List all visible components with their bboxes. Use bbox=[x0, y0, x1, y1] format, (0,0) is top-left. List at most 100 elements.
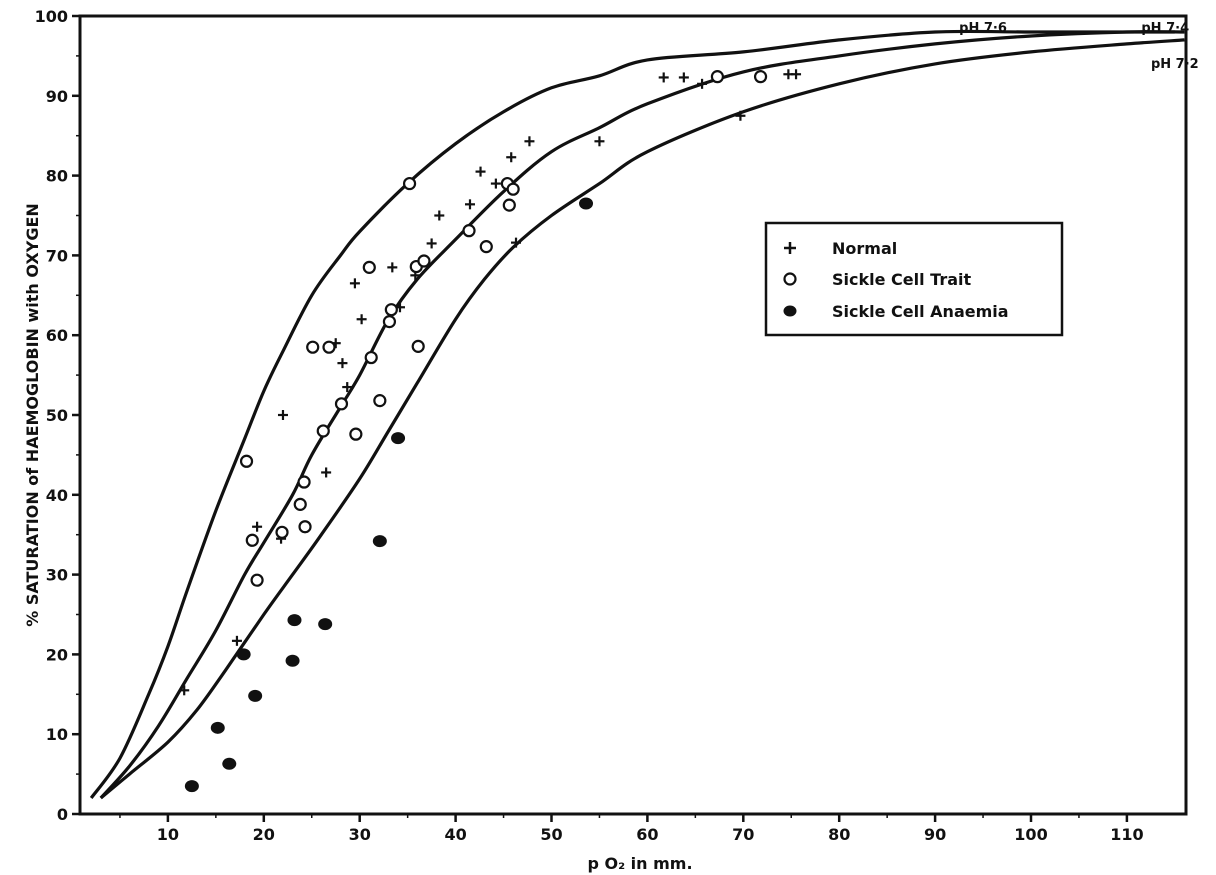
legend-box bbox=[764, 221, 1064, 337]
curve-label: pH 7·2 bbox=[1151, 57, 1199, 72]
x-tick-label: 10 bbox=[157, 825, 179, 844]
normal-point bbox=[475, 166, 486, 177]
x-tick-label: 20 bbox=[253, 825, 275, 844]
y-tick-label: 100 bbox=[35, 7, 68, 26]
x-tick-label: 90 bbox=[924, 825, 946, 844]
sickle-trait-point bbox=[479, 240, 493, 254]
sickle-anaemia-point bbox=[579, 197, 594, 210]
x-tick-label: 70 bbox=[732, 825, 754, 844]
sickle-trait-point bbox=[364, 350, 378, 365]
normal-point bbox=[506, 152, 517, 163]
legend-label-sickle-cell-trait: Sickle Cell Trait bbox=[832, 270, 972, 289]
normal-point bbox=[678, 72, 689, 83]
x-tick-label: 60 bbox=[636, 825, 658, 844]
normal-point bbox=[231, 635, 242, 646]
normal-point bbox=[524, 136, 535, 147]
normal-point bbox=[735, 110, 746, 121]
x-tick-label: 30 bbox=[349, 825, 371, 844]
sickle-trait-point bbox=[349, 427, 363, 441]
curve-line-1 bbox=[89, 29, 1175, 799]
sickle-trait-point bbox=[506, 182, 520, 196]
sickle-trait-point bbox=[382, 315, 397, 329]
legend-label-sickle-cell-anaemia: Sickle Cell Anaemia bbox=[832, 302, 1009, 321]
sickle-anaemia-point bbox=[391, 432, 406, 445]
y-tick-label: 10 bbox=[46, 725, 68, 744]
sickle-trait-point bbox=[710, 70, 725, 84]
sickle-anaemia-point bbox=[248, 689, 263, 702]
y-tick-label: 70 bbox=[46, 246, 68, 265]
y-tick-label: 20 bbox=[46, 645, 68, 664]
sickle-trait-point bbox=[502, 198, 516, 212]
normal-point bbox=[321, 467, 332, 478]
sickle-anaemia-point bbox=[236, 648, 251, 661]
normal-point bbox=[490, 178, 501, 189]
sickle-trait-point bbox=[753, 70, 768, 84]
legend-marker-sickle-cell-anaemia bbox=[783, 305, 797, 317]
normal-point bbox=[791, 69, 802, 80]
sickle-trait-point bbox=[316, 424, 330, 438]
axes: 10 20 30 40 50 60 70 80 90 100 110 0 10 20 30 40 50 60 70 8… bbox=[35, 7, 1188, 844]
sickle-trait-point bbox=[411, 339, 425, 353]
data-points bbox=[179, 69, 802, 793]
y-tick-label: 30 bbox=[46, 566, 68, 585]
y-tick-label: 50 bbox=[46, 406, 68, 425]
sickle-anaemia-point bbox=[222, 757, 237, 770]
normal-point bbox=[349, 278, 360, 289]
x-tick-label: 40 bbox=[444, 825, 466, 844]
sickle-trait-point bbox=[293, 497, 307, 511]
normal-point bbox=[464, 199, 475, 210]
sickle-trait-point bbox=[245, 533, 259, 547]
sickle-anaemia-point bbox=[372, 535, 387, 548]
normal-point bbox=[337, 358, 348, 369]
x-tick-label: 110 bbox=[1110, 825, 1143, 844]
sickle-trait-point bbox=[334, 397, 349, 411]
y-tick-label: 60 bbox=[46, 326, 68, 345]
normal-point bbox=[277, 410, 288, 420]
sickle-anaemia-point bbox=[285, 654, 300, 667]
sickle-anaemia-point bbox=[210, 721, 225, 734]
normal-point bbox=[426, 238, 437, 249]
legend-label-normal: Normal bbox=[832, 239, 897, 258]
normal-point bbox=[658, 72, 669, 83]
normal-point bbox=[594, 136, 605, 147]
normal-point bbox=[511, 237, 522, 248]
normal-point bbox=[387, 262, 398, 273]
sickle-trait-point bbox=[297, 475, 311, 489]
sickle-trait-point bbox=[275, 525, 289, 539]
y-tick-label: 0 bbox=[57, 805, 68, 824]
x-tick-label: 50 bbox=[540, 825, 562, 844]
curve-line-3 bbox=[99, 38, 1185, 800]
legend-marker-sickle-cell-trait bbox=[783, 272, 797, 286]
normal-point bbox=[356, 314, 367, 325]
normal-point bbox=[342, 382, 353, 393]
sickle-anaemia-point bbox=[318, 618, 333, 631]
sickle-trait-point bbox=[384, 303, 398, 317]
x-tick-label: 100 bbox=[1014, 825, 1047, 844]
sickle-anaemia-point bbox=[287, 614, 302, 627]
normal-point bbox=[697, 78, 708, 89]
x-axis-title: p O₂ in mm. bbox=[587, 854, 692, 873]
legend: Normal Sickle Cell Trait Sickle Cell Ana… bbox=[764, 221, 1064, 337]
curve-line-2 bbox=[99, 30, 1185, 800]
y-tick-label: 40 bbox=[46, 486, 68, 505]
sickle-trait-point bbox=[239, 454, 254, 468]
normal-point bbox=[179, 685, 190, 696]
sickle-trait-point bbox=[417, 254, 431, 268]
sickle-trait-point bbox=[250, 573, 264, 587]
sickle-trait-point bbox=[322, 340, 336, 354]
curve-label: pH 7·6 bbox=[959, 21, 1007, 36]
plot-frame bbox=[78, 14, 1188, 816]
sickle-trait-point bbox=[298, 520, 312, 534]
sickle-trait-point bbox=[373, 394, 387, 408]
curve-label: pH 7·4 bbox=[1141, 21, 1189, 36]
y-axis-title: % SATURATION of HAEMOGLOBIN with OXYGEN bbox=[23, 203, 42, 627]
legend-marker-normal bbox=[784, 242, 796, 254]
sickle-trait-point bbox=[462, 224, 476, 238]
sickle-trait-point bbox=[402, 176, 417, 191]
sickle-trait-point bbox=[362, 260, 376, 274]
y-tick-label: 80 bbox=[46, 167, 68, 186]
x-tick-label: 80 bbox=[828, 825, 850, 844]
y-tick-label: 90 bbox=[46, 87, 68, 106]
normal-point bbox=[252, 521, 263, 532]
